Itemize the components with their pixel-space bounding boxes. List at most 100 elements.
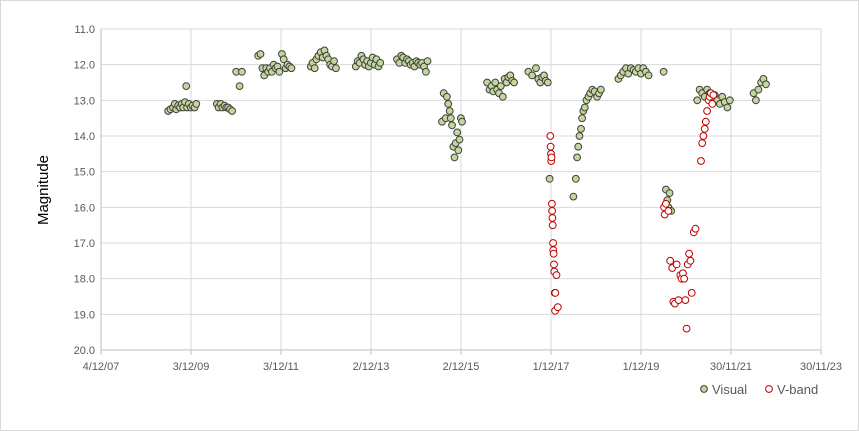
y-tick-label: 19.0	[74, 309, 95, 321]
v-band-point	[698, 139, 707, 148]
x-tick-label: 3/12/11	[263, 361, 299, 373]
y-tick-label: 15.0	[74, 167, 95, 179]
x-tick-label: 2/12/13	[353, 361, 390, 373]
x-tick-label: 1/12/17	[533, 361, 570, 373]
visual-point	[545, 174, 554, 183]
visual-point	[571, 174, 580, 183]
v-band-point	[662, 199, 670, 208]
visual-point	[256, 50, 265, 58]
visual-point	[693, 96, 702, 105]
visual-point	[444, 100, 453, 108]
visual-point	[578, 114, 586, 123]
v-band-point	[685, 249, 693, 258]
visual-point	[228, 107, 237, 115]
v-band-point	[666, 256, 675, 265]
visual-point	[455, 135, 464, 144]
v-band-point	[691, 224, 700, 233]
y-axis-label: Magnitude	[35, 155, 52, 225]
visual-point	[235, 82, 244, 90]
visual-point	[448, 121, 456, 130]
y-tick-label: 14.0	[74, 131, 95, 143]
visual-point	[454, 146, 463, 155]
v-band-point	[680, 274, 689, 283]
v-band-point	[701, 117, 710, 126]
v-band-point	[553, 303, 562, 312]
v-band-point	[547, 153, 556, 162]
visual-point	[453, 128, 462, 137]
y-tick-label: 17.0	[74, 238, 95, 250]
visual-point	[754, 85, 763, 94]
x-tick-label: 4/12/07	[83, 361, 120, 373]
v-band-point	[548, 199, 556, 208]
visual-point	[279, 55, 288, 64]
y-tick-label: 16.0	[74, 202, 95, 214]
series-visual	[164, 46, 770, 215]
visual-point	[330, 57, 338, 65]
v-band-point	[546, 132, 555, 140]
v-band-point	[548, 221, 557, 230]
legend-marker-v-band	[765, 385, 773, 393]
visual-point	[752, 96, 760, 105]
visual-point	[446, 114, 455, 123]
visual-point	[238, 67, 246, 76]
v-band-point	[674, 296, 683, 305]
visual-point	[597, 85, 605, 94]
v-band-point	[552, 271, 561, 280]
visual-point	[450, 153, 459, 162]
visual-point	[723, 103, 732, 112]
v-band-point	[550, 260, 558, 269]
gridlines	[100, 28, 822, 351]
v-band-point	[687, 289, 696, 297]
v-band-point	[703, 107, 711, 115]
visual-point	[762, 80, 770, 89]
visual-point	[445, 107, 454, 115]
visual-point	[569, 192, 578, 201]
visual-point	[491, 78, 500, 87]
visual-point	[496, 82, 505, 90]
visual-point	[192, 100, 201, 108]
v-band-point	[686, 256, 695, 265]
visual-point	[422, 67, 430, 76]
y-tick-label: 20.0	[74, 345, 95, 357]
v-band-point	[681, 296, 690, 305]
visual-point	[332, 64, 340, 73]
v-band-point	[548, 207, 556, 215]
visual-point	[287, 64, 296, 73]
v-band-point	[682, 324, 691, 333]
visual-point	[573, 153, 581, 162]
v-band-point	[700, 124, 709, 133]
x-tick-label: 30/11/23	[800, 361, 842, 373]
y-tick-label: 12.0	[74, 60, 95, 72]
v-band-point	[672, 260, 681, 269]
visual-point	[376, 59, 385, 67]
legend-marker-visual	[700, 385, 708, 393]
v-band-point	[549, 239, 557, 247]
visual-point	[458, 117, 466, 126]
x-tick-label: 3/12/09	[173, 361, 210, 373]
v-band-point	[549, 249, 558, 258]
y-tick-label: 18.0	[74, 274, 95, 286]
visual-point	[665, 189, 674, 198]
x-tick-label: 2/12/15	[443, 361, 480, 373]
x-tick-label: 30/11/21	[710, 361, 752, 373]
visual-point	[532, 64, 540, 73]
y-tick-label: 13.0	[74, 95, 95, 107]
v-band-point	[548, 214, 557, 222]
y-tick-label: 11.0	[74, 24, 95, 36]
visual-point	[644, 71, 653, 80]
visual-point	[310, 64, 319, 73]
v-band-point	[546, 142, 555, 151]
v-band-point	[664, 207, 673, 215]
x-tick-label: 1/12/19	[623, 361, 660, 373]
v-band-point	[551, 289, 560, 297]
v-band-point	[699, 132, 708, 140]
visual-point	[575, 132, 584, 140]
visual-point	[528, 71, 536, 80]
v-band-point	[708, 100, 717, 108]
series-v-band	[546, 89, 718, 333]
visual-point	[725, 96, 734, 105]
visual-point	[659, 67, 668, 76]
v-band-point	[709, 91, 718, 99]
visual-point	[574, 142, 583, 151]
